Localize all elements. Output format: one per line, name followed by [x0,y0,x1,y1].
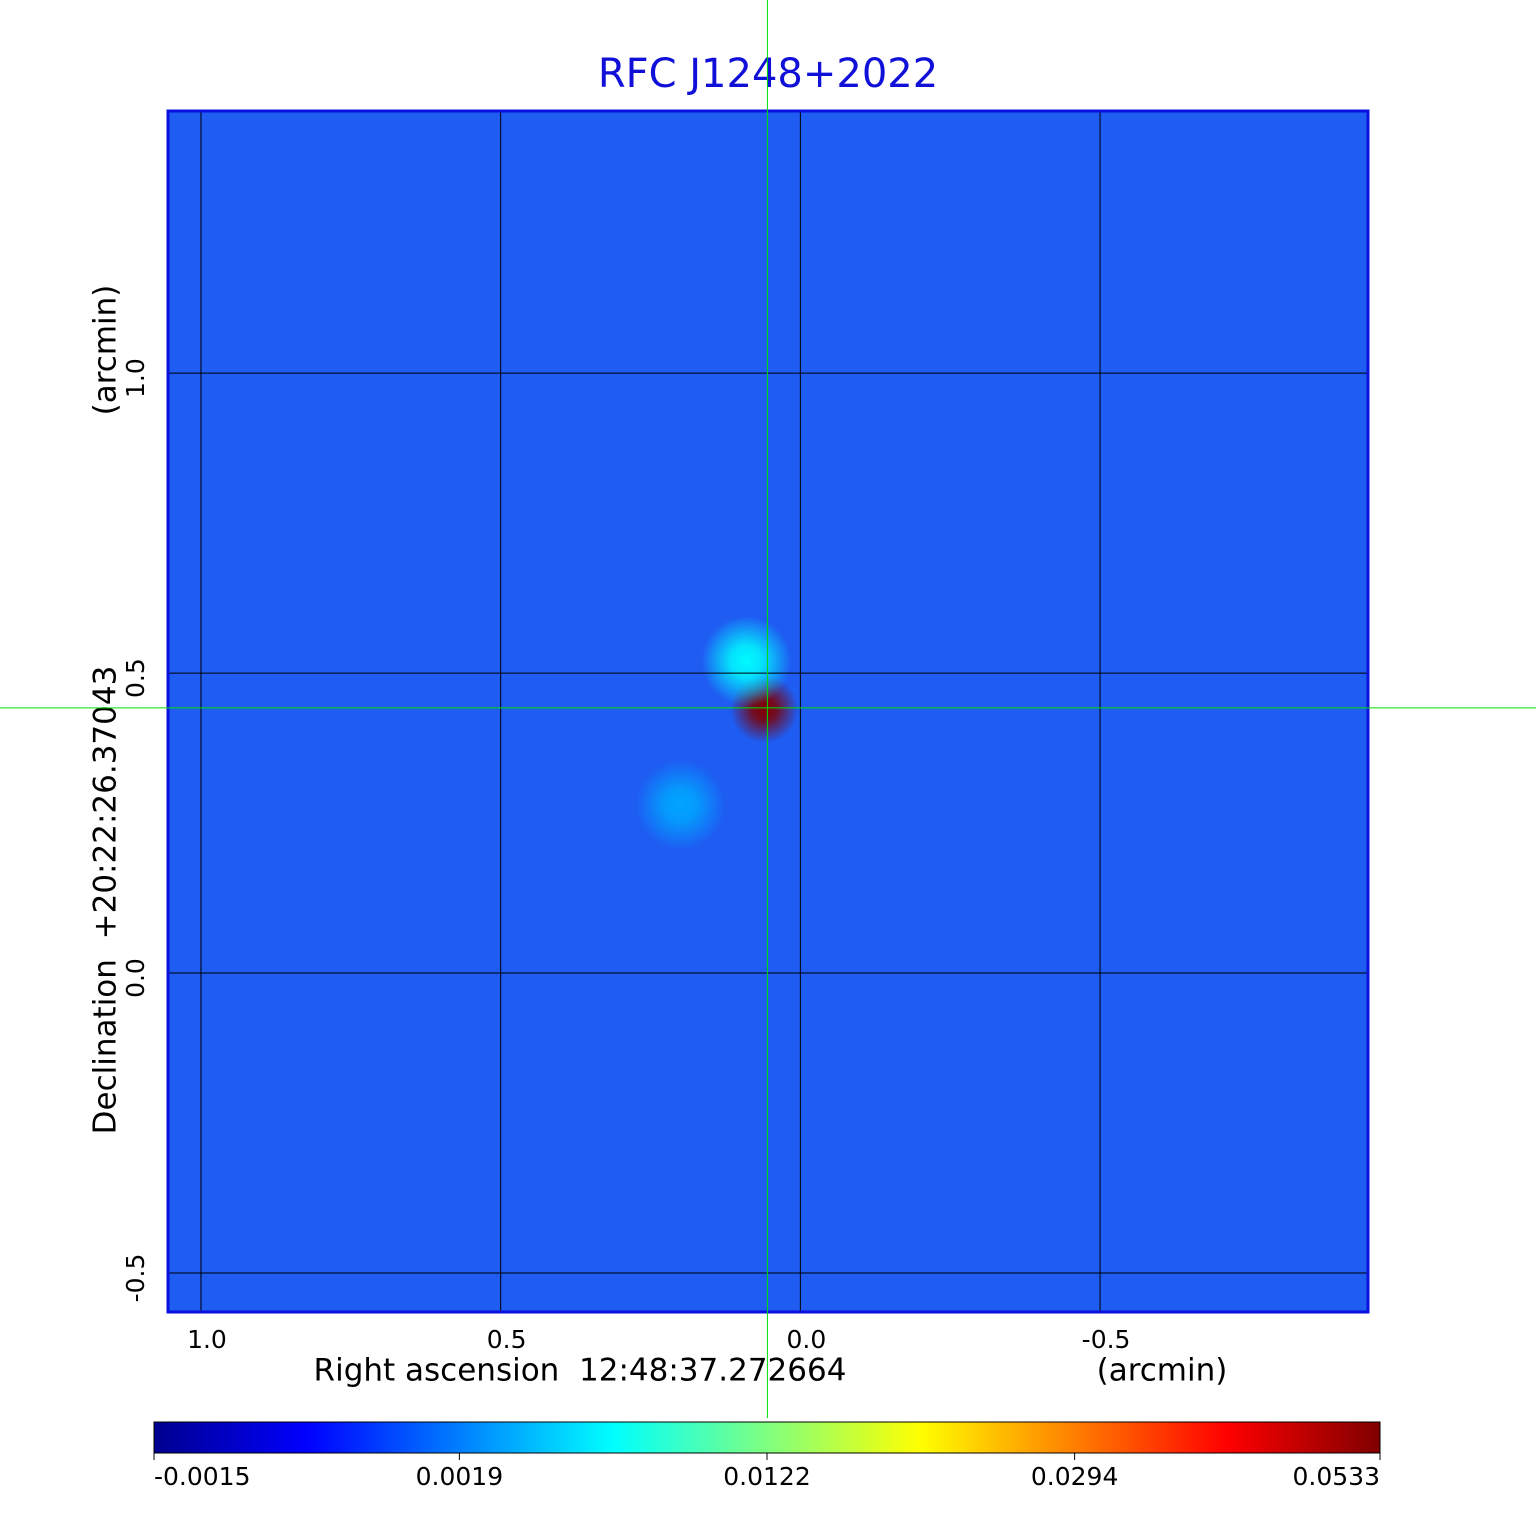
chart-title: RFC J1248+2022 [598,51,938,97]
colorbar-tick-label: 0.0019 [416,1462,503,1491]
x-tick-label: -0.5 [1082,1325,1131,1354]
y-axis-label: Declination +20:22:26.37043 [88,666,124,1135]
plot-frame [166,109,1370,1314]
colorbar-tick-label: -0.0015 [154,1462,251,1491]
colorbar-tick-label: 0.0294 [1031,1462,1118,1491]
y-axis-unit: (arcmin) [88,285,124,416]
colorbar-tick-label: 0.0122 [723,1462,810,1491]
y-tick-label: 0.0 [121,958,150,998]
y-tick-label: 1.0 [121,358,150,398]
y-tick-label: 0.5 [121,658,150,698]
y-tick-label: -0.5 [121,1254,150,1303]
source [635,760,726,851]
source [701,616,792,707]
x-axis-unit: (arcmin) [1097,1353,1228,1389]
x-tick-label: 1.0 [187,1325,227,1354]
colorbar-tick-label: 0.0533 [1293,1462,1380,1491]
x-tick-label: 0.5 [487,1325,527,1354]
colorbar [153,1421,1381,1454]
x-tick-label: 0.0 [786,1325,826,1354]
x-axis-label: Right ascension 12:48:37.272664 [314,1353,847,1389]
